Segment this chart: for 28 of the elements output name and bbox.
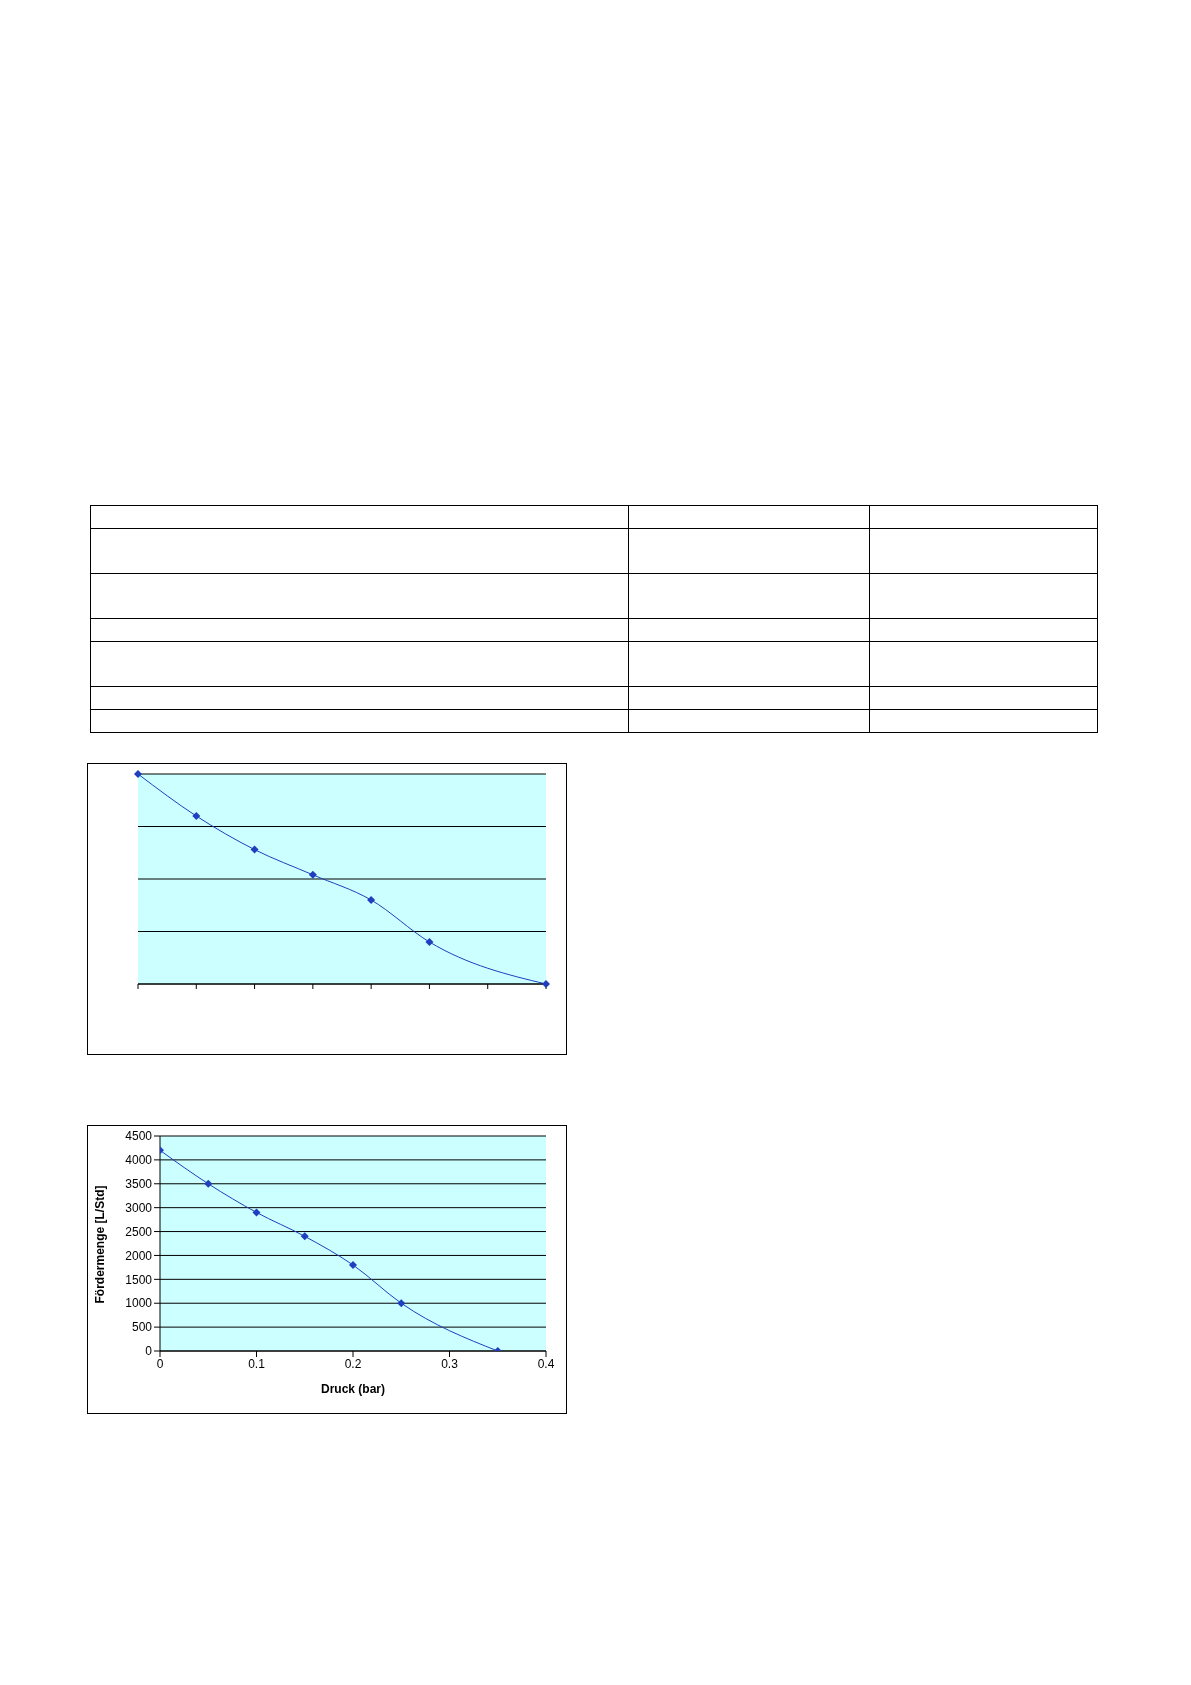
point (134, 770, 142, 778)
point (308, 870, 317, 879)
y-tick-label: 2500 (125, 1224, 153, 1239)
point (252, 1208, 261, 1217)
y-tick-label: 3000 (125, 1200, 153, 1215)
y-axis-title: Fördermenge [L/Std] (93, 1185, 108, 1304)
y-tick-label: 2000 (125, 1248, 153, 1263)
y-tick-label: 500 (131, 1320, 153, 1335)
point (367, 896, 376, 904)
point (300, 1232, 309, 1241)
x-tick-label: 0.4 (537, 1356, 555, 1371)
y-tick-label: 1000 (125, 1296, 153, 1311)
point (397, 1299, 406, 1308)
point (192, 812, 201, 820)
y-tick-label: 4000 (125, 1153, 153, 1168)
x-axis-title: Druck (bar) (320, 1382, 386, 1396)
x-tick-label: 0 (156, 1356, 164, 1371)
y-tick-label: 3500 (125, 1177, 153, 1192)
x-tick-label: 0.3 (441, 1356, 459, 1371)
y-tick-label: 1500 (125, 1272, 153, 1287)
point (250, 845, 259, 854)
x-tick-label: 0.1 (248, 1356, 266, 1371)
x-tick-label: 0.2 (344, 1356, 362, 1371)
point (349, 1261, 357, 1269)
point (204, 1179, 213, 1188)
point (425, 938, 434, 946)
y-tick-label: 4500 (125, 1129, 153, 1144)
y-tick-label: 0 (145, 1344, 153, 1359)
